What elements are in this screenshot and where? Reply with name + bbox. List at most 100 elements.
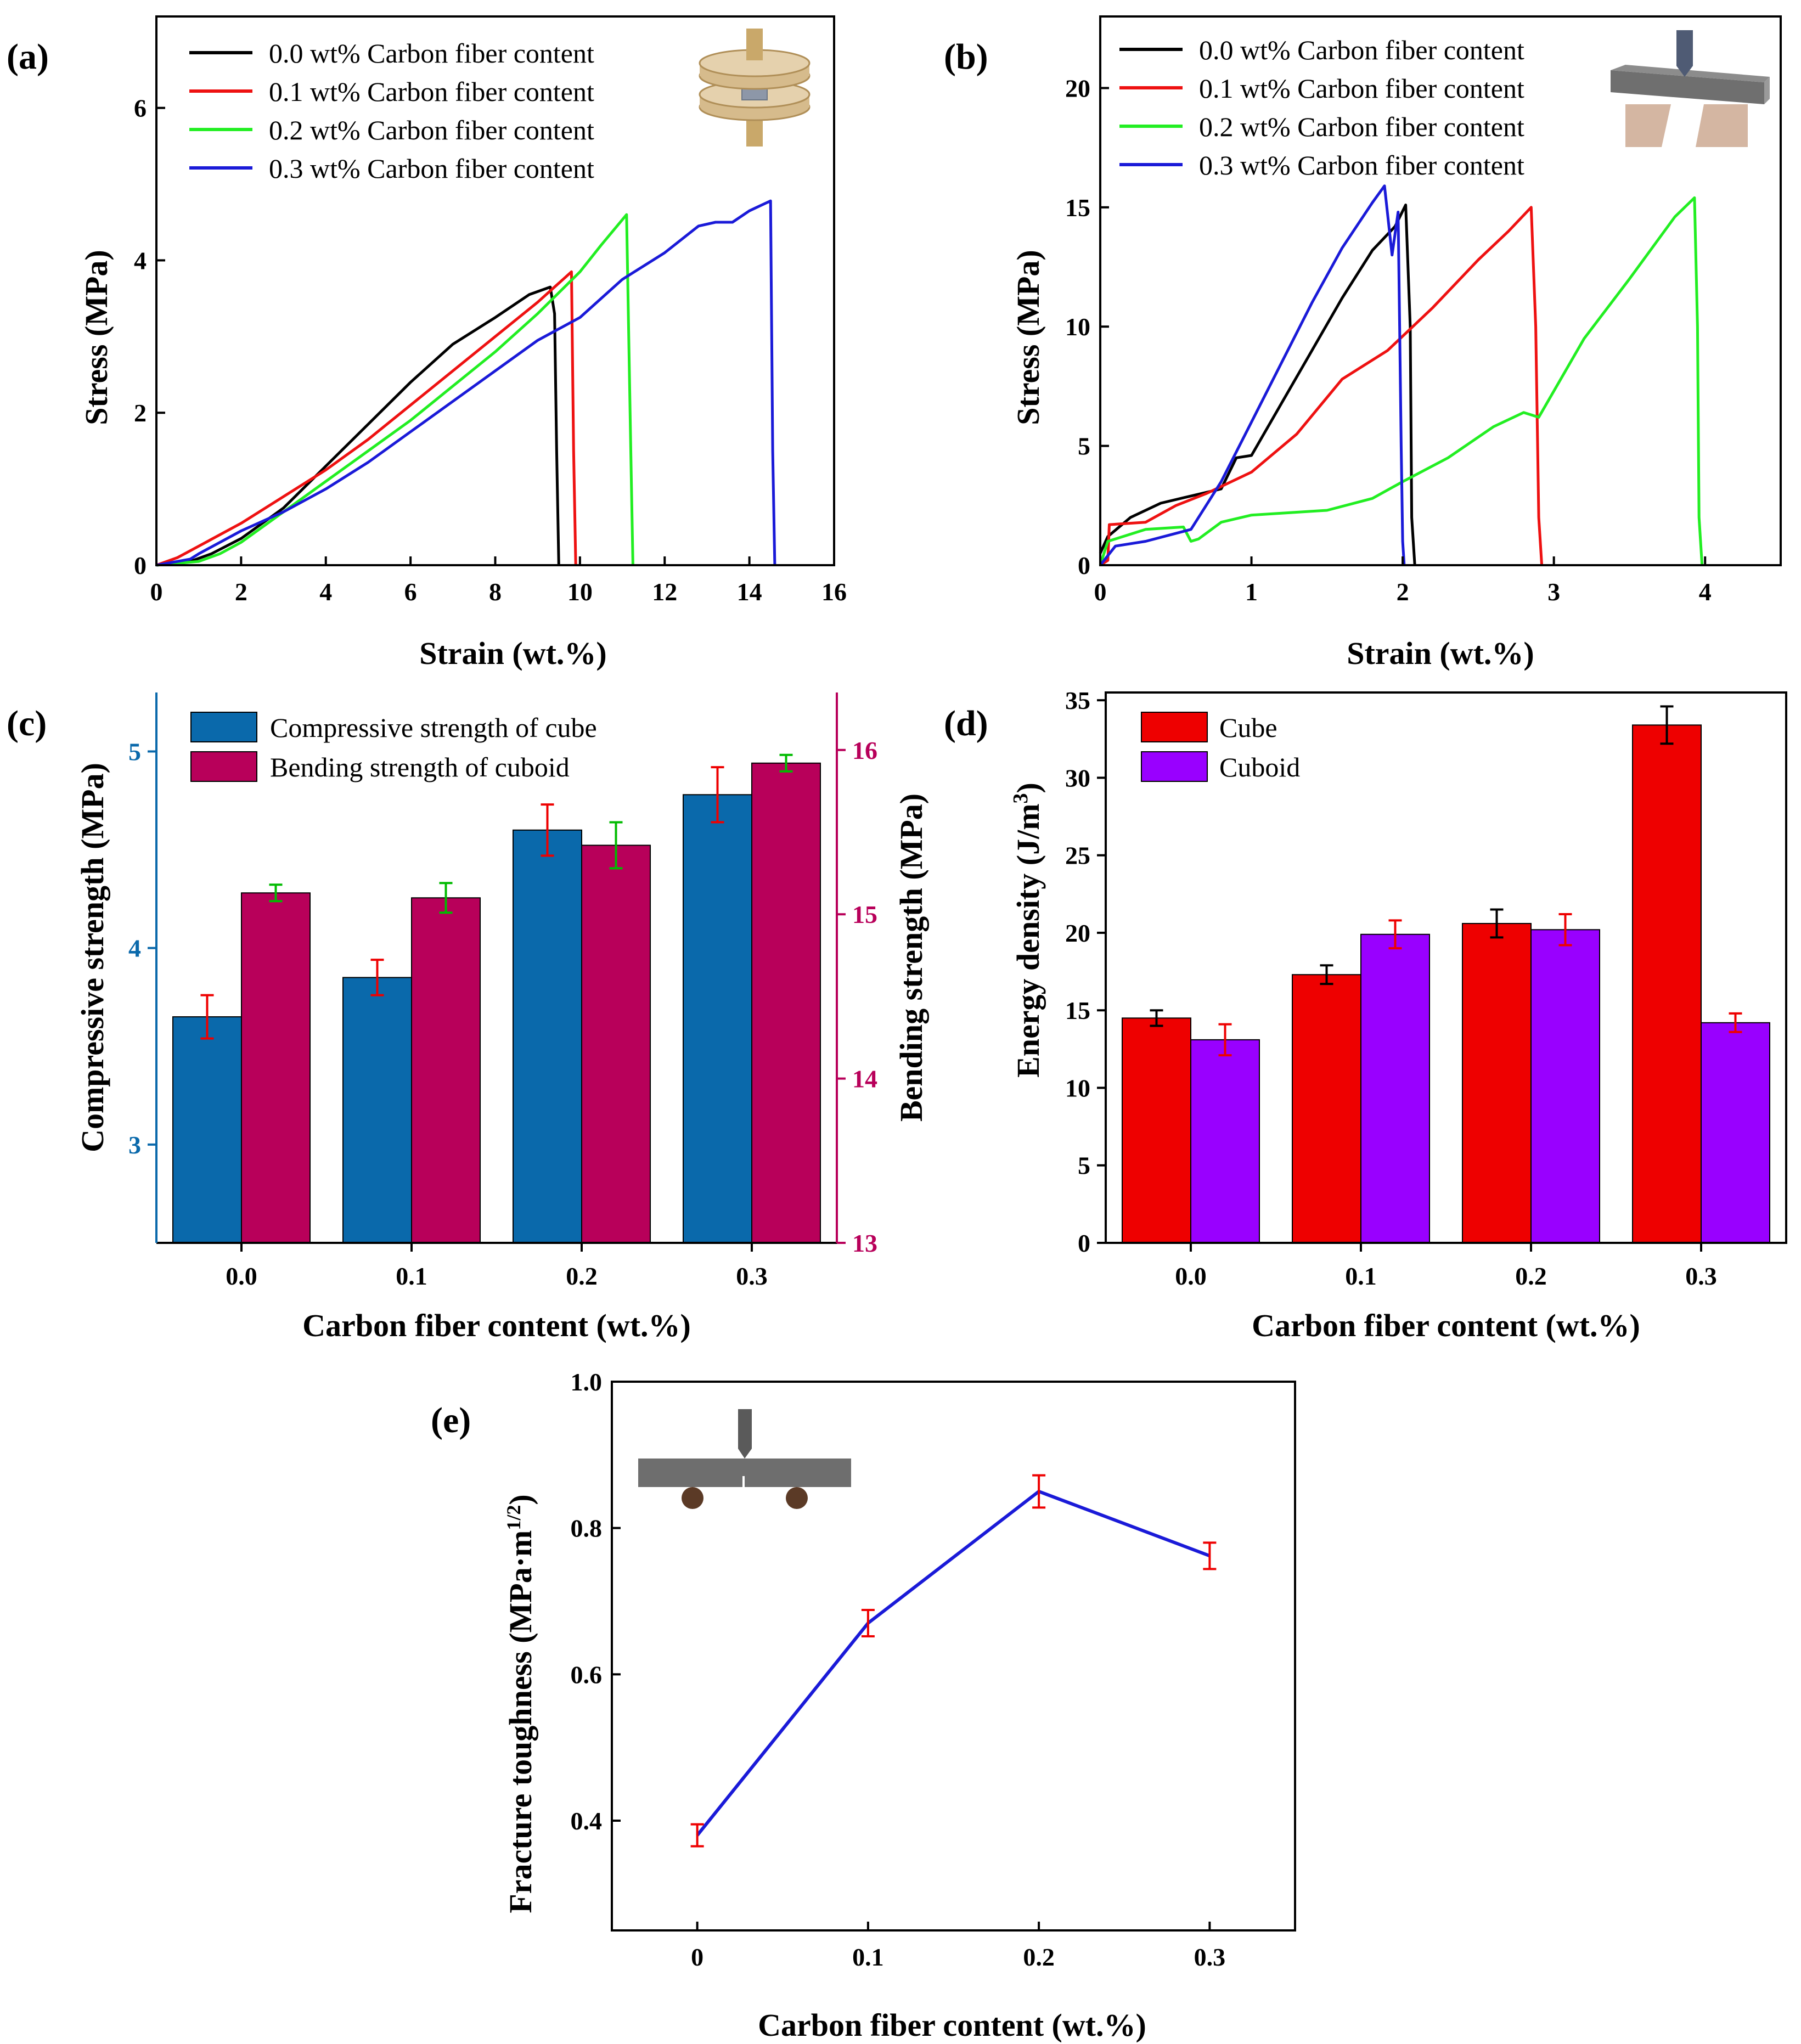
panel-d-errorbar-1-0 [1218, 1023, 1232, 1057]
bending-beam-front [1611, 70, 1764, 104]
panel-e-x-tick-label-1: 0.1 [852, 1943, 884, 1971]
panel-d-bar-1-0 [1190, 1039, 1260, 1244]
panel-d-y-tick-label-4: 20 [1065, 919, 1090, 947]
panel-b-x-tick-label-2: 2 [1397, 578, 1409, 606]
panel-b-legend-label-3: 0.3 wt% Carbon fiber content [1199, 150, 1524, 181]
panel-d-y-axis-title-close: ) [1010, 782, 1046, 793]
panel-a-legend-label-3: 0.3 wt% Carbon fiber content [269, 153, 594, 184]
panel-d-label: (d) [944, 703, 988, 744]
panel-c-bar-1-3 [751, 762, 821, 1243]
panel-b-series-line-0 [1099, 204, 1416, 566]
panel-c-y-left-axis-title: Compressive strength (MPa) [75, 763, 110, 1152]
panel-d-y-axis-title-exponent: 3 [1009, 793, 1032, 803]
panel-c-y-left-tick-label-2: 5 [128, 737, 141, 765]
panel-e-errorbar-3 [1203, 1541, 1217, 1570]
panel-d-bar-1-2 [1530, 929, 1600, 1244]
panel-c-errorbar-0-1 [370, 959, 384, 996]
panel-e-errorbar-2 [1032, 1474, 1046, 1509]
panel-d-x-tick-label-1: 0.1 [1345, 1262, 1377, 1290]
panel-a-legend-label-1: 0.1 wt% Carbon fiber content [269, 76, 594, 107]
bending-beam-end [1764, 77, 1770, 104]
panel-e-plot-frame [611, 1381, 1296, 1932]
panel-b-legend-label-2: 0.2 wt% Carbon fiber content [1199, 111, 1524, 142]
panel-b-label: (b) [944, 37, 988, 77]
panel-d-legend-swatch-1 [1141, 751, 1208, 782]
panel-d-errorbar-0-1 [1320, 964, 1333, 986]
panel-a-label: (a) [7, 37, 49, 77]
panel-c-bar-1-2 [581, 844, 651, 1244]
panel-c-label: (c) [7, 703, 47, 744]
panel-a-x-axis-title: Strain (wt.%) [419, 635, 607, 671]
panel-c-legend-label-0: Compressive strength of cube [270, 712, 597, 743]
panel-b-y-tick-label-1: 5 [1078, 432, 1090, 460]
panel-d-y-tick-label-2: 10 [1065, 1074, 1090, 1102]
panel-b-stress-strain-bending: (b) Strain (wt.%) Stress (MPa) 0.0 wt% C… [944, 15, 1782, 671]
panel-e-y-tick-label-0: 0.4 [571, 1807, 603, 1835]
panel-d-bar-0-1 [1292, 974, 1361, 1244]
panel-c-y-right-tick-label-2: 15 [852, 900, 877, 928]
panel-a-series-line-1 [156, 270, 577, 567]
panel-d-plot-frame [1105, 691, 1787, 1244]
panel-b-y-tick-label-0: 0 [1078, 551, 1090, 579]
panel-c-bar-0-2 [513, 829, 582, 1243]
panel-a-y-tick-label-2: 4 [134, 246, 147, 274]
panel-b-y-tick-label-2: 10 [1065, 313, 1090, 341]
panel-e-errorbar-1 [861, 1609, 875, 1637]
panel-d-x-tick-label-3: 0.3 [1685, 1262, 1717, 1290]
panel-b-series-line-1 [1099, 206, 1544, 567]
panel-a-y-axis-title: Stress (MPa) [78, 250, 114, 425]
panel-d-x-tick-label-0: 0.0 [1175, 1262, 1207, 1290]
panel-d-errorbar-0-2 [1490, 908, 1504, 939]
panel-c-y-right-tick-label-1: 14 [852, 1065, 877, 1093]
panel-d-x-tick-label-2: 0.2 [1515, 1262, 1547, 1290]
panel-c-y-left-tick-label-0: 3 [128, 1131, 141, 1159]
panel-a-x-tick-label-4: 8 [489, 578, 502, 606]
panel-a-x-tick-label-6: 12 [652, 578, 677, 606]
panel-b-legend-label-1: 0.1 wt% Carbon fiber content [1199, 73, 1524, 104]
panel-e-x-tick-label-3: 0.3 [1194, 1943, 1226, 1971]
panel-b-x-tick-label-0: 0 [1094, 578, 1107, 606]
panel-b-y-tick-label-4: 20 [1065, 74, 1090, 102]
panel-c-y-left-tick-label-1: 4 [128, 934, 141, 962]
support-roller-right [786, 1487, 808, 1509]
panel-c-errorbar-1-2 [609, 821, 623, 870]
panel-e-y-axis-title-close: ) [503, 1494, 538, 1505]
panel-d-errorbar-0-3 [1660, 705, 1674, 745]
panel-a-y-tick-label-1: 2 [134, 399, 147, 427]
panel-c-legend-swatch-1 [190, 751, 257, 782]
panel-a-x-tick-label-3: 6 [404, 578, 417, 606]
panel-d-errorbar-1-1 [1388, 919, 1402, 950]
panel-e-y-axis-title-exponent: 1/2 [503, 1505, 525, 1530]
notch-indenter [738, 1409, 752, 1459]
panel-e-errorbar-0 [690, 1823, 704, 1848]
panel-e-y-tick-label-3: 1.0 [571, 1368, 603, 1396]
panel-a-legend: 0.0 wt% Carbon fiber content 0.1 wt% Car… [189, 38, 594, 184]
panel-a-y-tick-label-0: 0 [134, 551, 147, 579]
panel-c-errorbar-1-0 [269, 883, 283, 903]
panel-a-y-tick-label-3: 6 [134, 94, 147, 122]
panel-a-stress-strain-compression: (a) Strain (wt.%) Stress (MPa) 0.0 wt% C… [7, 15, 847, 671]
panel-c-y-right-tick-label-0: 13 [852, 1229, 877, 1257]
panel-c-errorbar-0-0 [200, 994, 214, 1040]
panel-c-x-tick-label-0: 0.0 [226, 1262, 257, 1290]
panel-c-bar-1-0 [241, 892, 311, 1243]
panel-d-bar-1-1 [1360, 933, 1430, 1243]
panel-d-legend-label-1: Cuboid [1219, 752, 1300, 782]
panel-d-bar-0-3 [1632, 724, 1702, 1243]
panel-a-legend-label-0: 0.0 wt% Carbon fiber content [269, 38, 594, 69]
panel-c-bar-0-3 [683, 794, 752, 1244]
panel-c-legend-swatch-0 [190, 712, 257, 742]
bending-support-left [1625, 104, 1671, 147]
panel-a-series-line-3 [156, 199, 776, 567]
panel-b-plot-frame [1099, 15, 1782, 566]
panel-c-errorbar-1-1 [439, 882, 453, 914]
panel-a-x-tick-label-0: 0 [150, 578, 163, 606]
bending-support-right [1696, 104, 1748, 147]
notched-beam-icon [638, 1409, 851, 1509]
panel-d-bar-0-0 [1122, 1017, 1191, 1244]
panel-e-y-tick-label-2: 0.8 [571, 1514, 603, 1542]
panel-d-y-tick-label-3: 15 [1065, 996, 1090, 1024]
panel-a-x-tick-label-8: 16 [821, 578, 847, 606]
panel-e-y-axis-title: Fracture toughness (MPa·m1/2) [503, 1494, 538, 1913]
panel-e-y-axis-title-main: Fracture toughness (MPa·m [503, 1530, 538, 1913]
